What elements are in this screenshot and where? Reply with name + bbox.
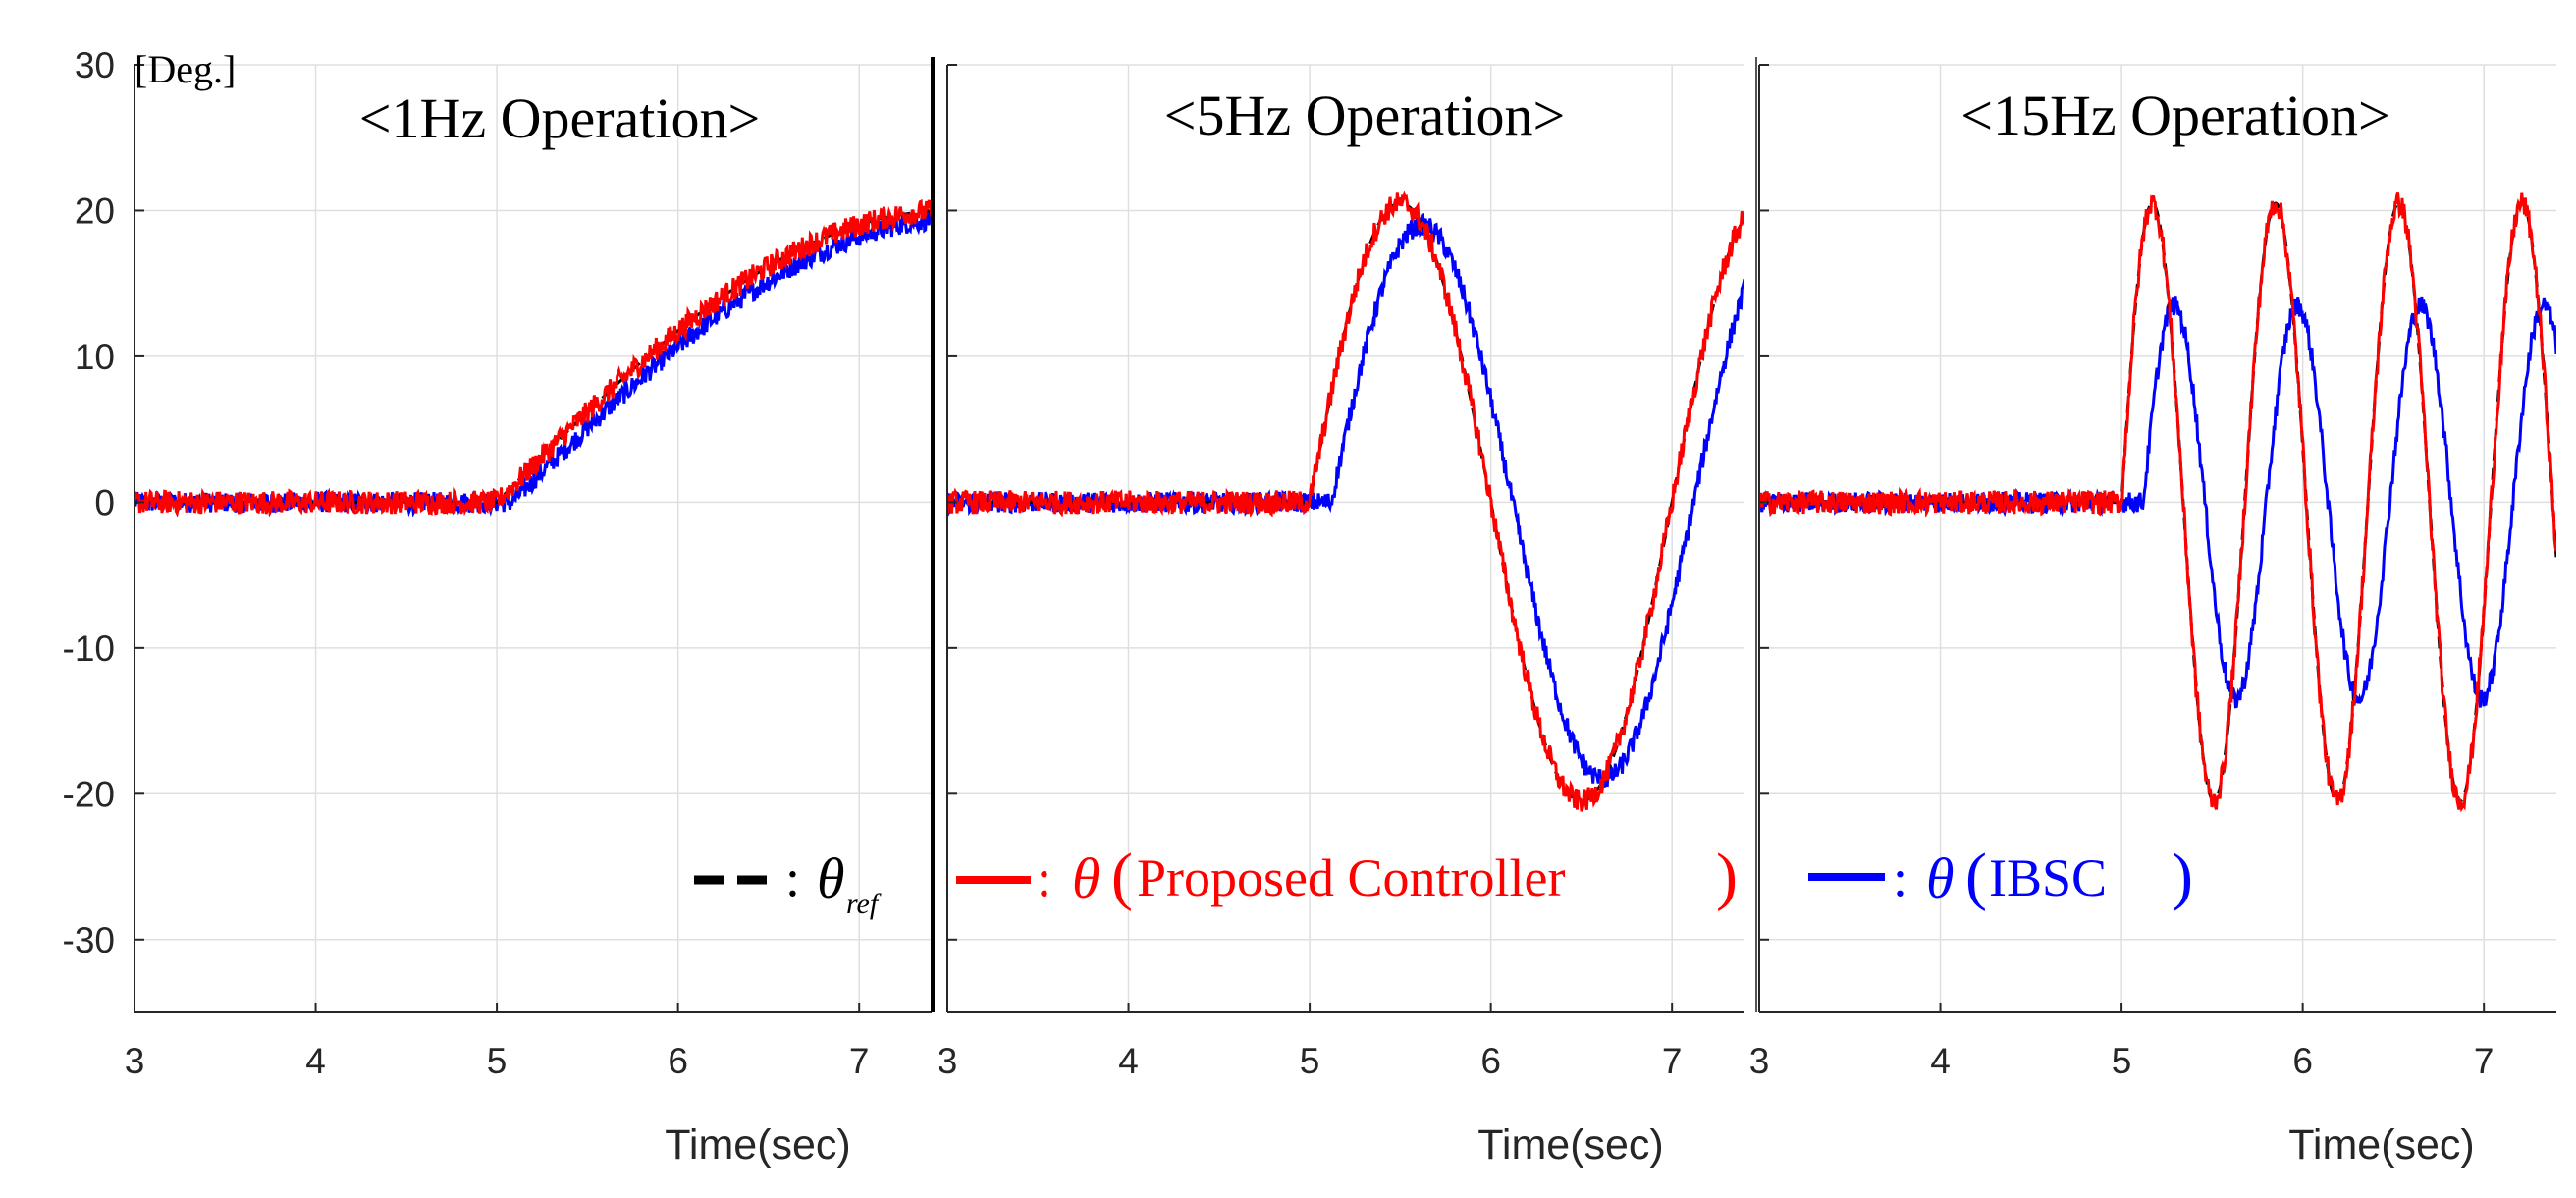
legend-proposed-label: Proposed Controller (1137, 848, 1565, 907)
y-unit-label: [Deg.] (134, 47, 236, 91)
series-ibsc-line (134, 209, 932, 518)
legend-proposed-paren-open: ( (1111, 841, 1133, 912)
x-tick-label: 3 (1749, 1041, 1770, 1081)
legend-ibsc-paren-open: ( (1965, 841, 1987, 912)
legend-ibsc-label: IBSC (1989, 848, 2107, 907)
series-proposed-line (134, 198, 932, 517)
legend: : θ ref : θ ( Proposed Controller ) : θ … (694, 841, 2193, 920)
x-tick-label: 4 (1930, 1041, 1951, 1081)
x-tick-label: 3 (125, 1041, 145, 1081)
legend-ref-separator: : (785, 848, 800, 907)
legend-proposed-theta: θ (1072, 846, 1100, 910)
x-tick-label: 6 (1480, 1041, 1501, 1081)
y-tick-label: -30 (63, 920, 115, 960)
x-tick-label: 5 (1300, 1041, 1320, 1081)
x-tick-label: 5 (487, 1041, 508, 1081)
panel-title-15hz: <15Hz Operation> (1960, 83, 2389, 147)
x-tick-label: 5 (2112, 1041, 2132, 1081)
x-tick-label: 7 (849, 1041, 870, 1081)
x-tick-label: 4 (305, 1041, 326, 1081)
x-axis-label-5hz: Time(sec) (1477, 1121, 1664, 1169)
x-tick-label: 6 (2292, 1041, 2313, 1081)
legend-proposed-separator: : (1037, 848, 1051, 907)
y-tick-label: 30 (75, 45, 115, 85)
panel-5hz: 3 4 5 6 7 (938, 64, 1744, 1081)
legend-ibsc-theta: θ (1926, 846, 1955, 910)
x-axis-label-15hz: Time(sec) (2288, 1121, 2475, 1169)
x-axis-label-1hz: Time(sec) (665, 1121, 851, 1169)
legend-ibsc-paren-close: ) (2172, 841, 2193, 912)
panel-1hz: 3 4 5 6 7 30 20 10 0 -10 -20 -30 (63, 45, 935, 1081)
x-tick-label: 7 (2474, 1041, 2495, 1081)
series-proposed-line (947, 191, 1744, 812)
y-tick-label: -20 (63, 774, 115, 814)
y-tick-label: 0 (94, 482, 115, 522)
y-tick-label: 20 (75, 191, 115, 231)
legend-ref-subscript: ref (846, 888, 882, 920)
legend-ibsc-separator: : (1893, 848, 1907, 907)
x-tick-label: 6 (668, 1041, 688, 1081)
series-proposed-line (1759, 191, 2556, 813)
x-tick-label: 7 (1662, 1041, 1683, 1081)
y-tick-label: -10 (63, 628, 115, 669)
x-tick-label: 3 (938, 1041, 958, 1081)
panel-title-1hz: <1Hz Operation> (359, 86, 760, 150)
x-tick-label: 4 (1118, 1041, 1139, 1081)
y-tick-label: 10 (75, 337, 115, 377)
legend-proposed-paren-close: ) (1716, 841, 1738, 912)
panel-15hz: 3 4 5 6 7 (1749, 57, 2556, 1081)
legend-ref-theta: θ (817, 846, 845, 910)
panel-title-5hz: <5Hz Operation> (1164, 83, 1565, 147)
series-ibsc-line (947, 212, 1744, 789)
